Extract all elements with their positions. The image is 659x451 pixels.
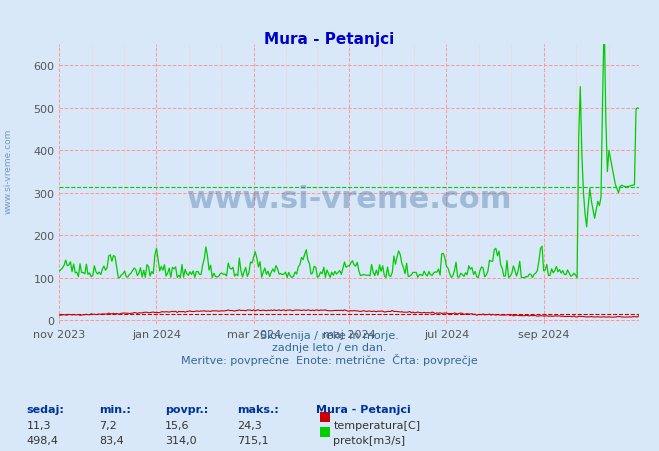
Text: 83,4: 83,4 [99, 435, 124, 445]
Text: www.si-vreme.com: www.si-vreme.com [3, 129, 13, 214]
Text: 498,4: 498,4 [26, 435, 59, 445]
Text: 24,3: 24,3 [237, 420, 262, 430]
Text: 314,0: 314,0 [165, 435, 196, 445]
Text: min.:: min.: [99, 404, 130, 414]
Text: Slovenija / reke in morje.: Slovenija / reke in morje. [260, 331, 399, 341]
Text: povpr.:: povpr.: [165, 404, 208, 414]
Text: 715,1: 715,1 [237, 435, 269, 445]
Text: maks.:: maks.: [237, 404, 279, 414]
Text: temperatura[C]: temperatura[C] [333, 420, 420, 430]
Text: Mura - Petanjci: Mura - Petanjci [264, 32, 395, 46]
Text: Mura - Petanjci: Mura - Petanjci [316, 404, 411, 414]
Text: sedaj:: sedaj: [26, 404, 64, 414]
Text: pretok[m3/s]: pretok[m3/s] [333, 435, 405, 445]
Text: 7,2: 7,2 [99, 420, 117, 430]
Text: 15,6: 15,6 [165, 420, 189, 430]
Text: Meritve: povprečne  Enote: metrične  Črta: povprečje: Meritve: povprečne Enote: metrične Črta:… [181, 353, 478, 365]
Text: 11,3: 11,3 [26, 420, 51, 430]
Text: www.si-vreme.com: www.si-vreme.com [186, 184, 512, 213]
Text: zadnje leto / en dan.: zadnje leto / en dan. [272, 342, 387, 352]
